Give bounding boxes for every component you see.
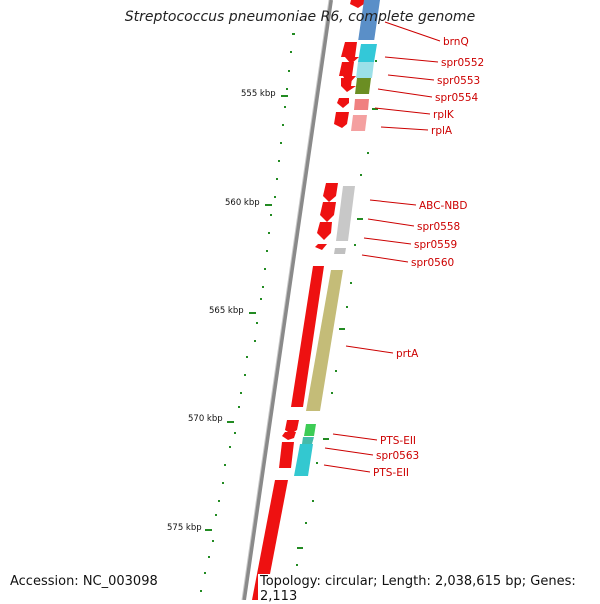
gene-label: prtA xyxy=(396,348,419,360)
kbp-label: 560 kbp xyxy=(225,198,260,208)
gene-block-spr0563 xyxy=(302,437,314,444)
gene-arrow xyxy=(341,78,356,92)
genome-title: Streptococcus pneumoniae R6, complete ge… xyxy=(124,9,476,25)
kbp-label: 570 kbp xyxy=(188,414,223,424)
gene-block-ABC-NBD xyxy=(336,186,355,241)
gene-arrow xyxy=(320,202,336,222)
gene-block-pts-eii-green xyxy=(304,424,316,436)
kbp-label: 565 kbp xyxy=(209,306,244,316)
kbp-labels: 555 kbp 560 kbp 565 kbp 570 kbp 575 kbp xyxy=(167,89,276,533)
gene-label: rplA xyxy=(431,125,453,137)
gene-block-spr0560 xyxy=(334,248,346,254)
genome-backbone-highlight xyxy=(241,0,330,600)
gene-arrow xyxy=(323,183,338,202)
gene-arrow xyxy=(315,244,327,250)
gene-arrow xyxy=(341,42,359,64)
genome-backbone xyxy=(242,0,333,600)
gene-block-brnQ xyxy=(358,0,380,40)
topology-text: Topology: circular; Length: 2,038,615 bp… xyxy=(258,574,600,604)
gene-label: spr0552 xyxy=(441,57,484,69)
gene-arrow xyxy=(334,112,349,128)
leader-lines xyxy=(323,21,441,473)
gene-label: PTS-EII xyxy=(373,467,409,479)
gene-label: spr0560 xyxy=(411,257,454,269)
gene-label: spr0559 xyxy=(414,239,457,251)
gene-block-spr0554 xyxy=(355,78,371,94)
gene-arrow xyxy=(317,222,332,240)
gene-arrow xyxy=(285,420,299,434)
gene-block-prtA xyxy=(306,270,343,411)
gene-label: spr0563 xyxy=(376,450,419,462)
gene-arrows xyxy=(252,0,365,600)
kbp-label: 575 kbp xyxy=(167,523,202,533)
gene-block-spr0553 xyxy=(356,62,374,78)
inner-tick-line xyxy=(296,60,378,566)
gene-block-rplA xyxy=(351,115,367,131)
gene-arrow xyxy=(350,0,365,8)
gene-label: brnQ xyxy=(443,36,469,48)
gene-label: rplK xyxy=(433,109,455,121)
gene-arrow xyxy=(291,266,324,407)
gene-block-pts-eii-cyan xyxy=(294,444,313,476)
gene-labels: brnQ spr0552 spr0553 spr0554 rplK rplA A… xyxy=(373,36,484,479)
gene-label: spr0558 xyxy=(417,221,460,233)
gene-label: spr0554 xyxy=(435,92,478,104)
gene-arrow xyxy=(337,98,349,108)
gene-label: spr0553 xyxy=(437,75,480,87)
gene-block-spr0552 xyxy=(358,44,377,62)
gene-arrow xyxy=(252,480,288,600)
outer-tick-line xyxy=(200,33,295,592)
gene-label: PTS-EII xyxy=(380,435,416,447)
gene-block-rplK xyxy=(354,99,369,110)
gene-blocks xyxy=(294,0,380,476)
gene-arrow xyxy=(282,432,296,440)
kbp-label: 555 kbp xyxy=(241,89,276,99)
gene-label: ABC-NBD xyxy=(419,200,467,212)
accession-text: Accession: NC_003098 xyxy=(8,574,160,589)
gene-arrow xyxy=(279,442,294,468)
